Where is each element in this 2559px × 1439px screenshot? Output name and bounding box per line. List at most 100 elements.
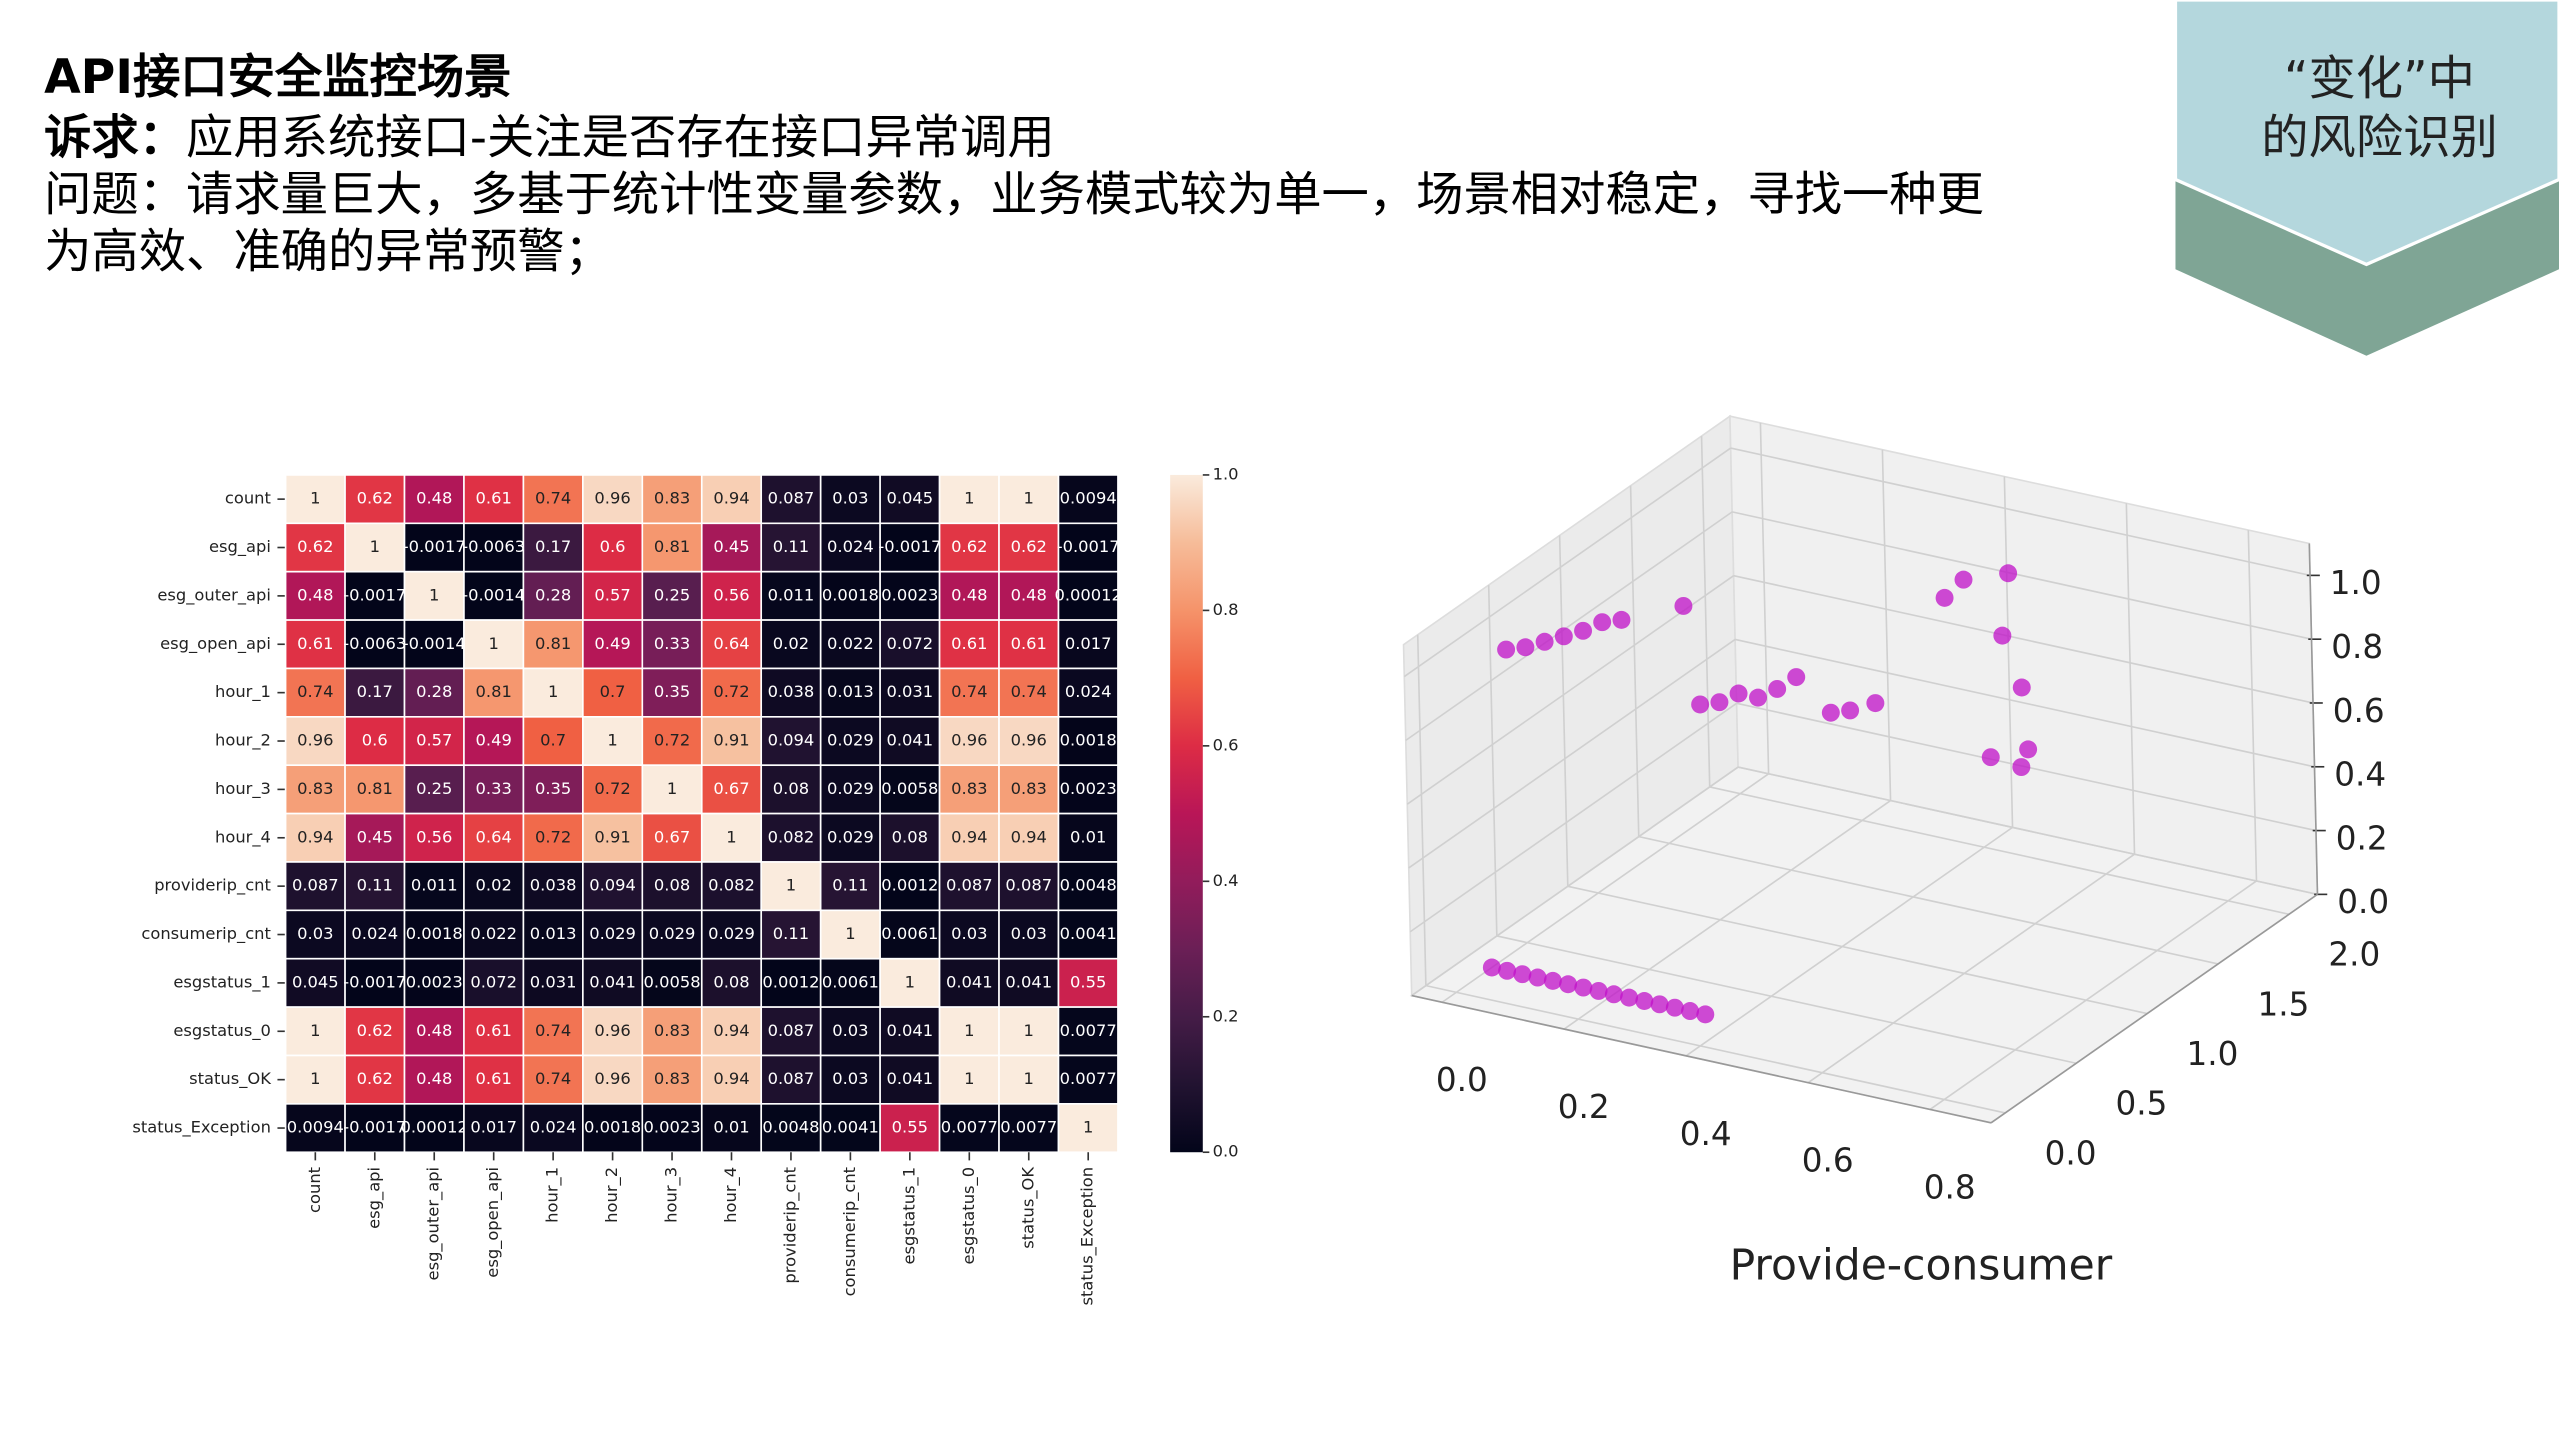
cell-label: 0.087	[768, 1069, 815, 1088]
column-label: hour_2	[602, 1167, 622, 1223]
grid-line	[1709, 786, 2290, 916]
cell	[819, 667, 881, 718]
cell	[284, 909, 346, 960]
cell-label: 0.0023	[1060, 779, 1117, 798]
cell-label: 1	[964, 1021, 974, 1040]
cell	[284, 1103, 346, 1154]
cell	[1057, 667, 1119, 718]
cell	[284, 716, 346, 767]
cell	[819, 474, 881, 525]
cell-label: 0.01	[1070, 827, 1106, 846]
cell-label: 0.041	[886, 1069, 933, 1088]
colorbar-tick-label: 0.8	[1213, 600, 1239, 619]
z-tick-label: 0.2	[2336, 819, 2388, 857]
grid-line	[1733, 574, 2314, 704]
cell-label: 1	[726, 827, 736, 846]
grid-line	[1558, 535, 1569, 887]
cell-label: 0.11	[773, 537, 809, 556]
point	[2019, 740, 2038, 759]
problem: 为高效、准确的异常预警；	[44, 225, 612, 280]
cell-label: 0.017	[470, 1118, 517, 1137]
point	[1604, 985, 1623, 1004]
grid-line	[1730, 447, 2311, 577]
column-label: esg_open_api	[483, 1167, 503, 1278]
cell-label: 1	[905, 972, 915, 991]
cell	[700, 764, 763, 815]
cell-label: 0.48	[1011, 585, 1047, 604]
cell-label: 0.17	[535, 537, 571, 556]
cell-label: 0.83	[654, 489, 690, 508]
cell-label: 0.28	[535, 585, 571, 604]
point	[1482, 958, 1501, 977]
point	[1593, 613, 1612, 632]
cell-label: 0.61	[297, 634, 333, 653]
cell	[463, 1054, 525, 1105]
cell-label: 0.25	[654, 585, 690, 604]
cell-label: 0.02	[773, 634, 809, 653]
cell	[700, 716, 763, 767]
cell-label: 0.029	[827, 731, 874, 750]
row-label: count	[225, 489, 271, 508]
point	[1635, 992, 1654, 1010]
cell-label: 0.67	[713, 779, 749, 798]
cell-label: -0.0017	[343, 1118, 406, 1137]
cell-label: 0.74	[297, 682, 333, 701]
colorbar-tick-label: 0.2	[1213, 1006, 1239, 1025]
cell-label: -0.0014	[462, 585, 525, 604]
cell-label: 0.17	[357, 682, 393, 701]
cell-label: 0.64	[476, 827, 512, 846]
cell-label: 0.0018	[1060, 731, 1117, 750]
cell-label: 0.0061	[822, 972, 879, 991]
row-label: hour_3	[215, 779, 271, 799]
cell	[1057, 764, 1119, 815]
point	[1543, 971, 1562, 990]
cell	[344, 522, 406, 573]
grid-line	[1487, 585, 1498, 936]
cell-label: 0.96	[1011, 731, 1047, 750]
cell-label: 0.03	[832, 1069, 868, 1088]
cell	[1057, 909, 1119, 960]
cell-label: 0.35	[535, 779, 571, 798]
y-tick-label: 1.5	[2257, 985, 2309, 1023]
cell-label: 0.48	[951, 585, 987, 604]
cell-label: 0.0061	[881, 924, 938, 943]
cell-label: 0.62	[1011, 537, 1047, 556]
cell	[760, 909, 822, 960]
row-label: esg_outer_api	[157, 585, 271, 605]
cell-label: 0.62	[357, 489, 393, 508]
cell	[819, 1006, 881, 1057]
cell	[938, 474, 1000, 525]
cell-label: 0.08	[654, 876, 690, 895]
cell-label: 0.0077	[941, 1118, 998, 1137]
colorbar-tick-label: 0.4	[1213, 871, 1239, 890]
cell	[463, 1006, 525, 1057]
cell-label: 0.024	[1065, 682, 1112, 701]
cell-label: 0.0018	[406, 924, 463, 943]
grid-line	[1734, 638, 2315, 768]
cell-label: 1	[964, 1069, 974, 1088]
cell-label: 0.045	[886, 489, 933, 508]
cell-label: 0.087	[292, 876, 339, 895]
point	[1574, 978, 1593, 997]
row-label: hour_1	[215, 682, 271, 702]
y-tick-label: 1.0	[2186, 1035, 2238, 1073]
point	[1729, 684, 1748, 703]
demand-text: 应用系统接口-关注是否存在接口异常调用	[186, 110, 1055, 165]
grid-line	[1403, 447, 1732, 678]
cell	[700, 1006, 763, 1057]
point	[1516, 638, 1535, 657]
cell-label: 0.81	[535, 634, 571, 653]
cell-label: 0.83	[951, 779, 987, 798]
cell	[700, 812, 763, 863]
cell	[582, 1054, 644, 1105]
z-tick-label: 0.0	[2337, 883, 2389, 921]
cell-label: 0.0048	[1060, 876, 1117, 895]
cell-label: 0.64	[713, 634, 749, 653]
cell	[819, 957, 881, 1008]
cell-label: 0.0041	[822, 1118, 879, 1137]
cell-label: 0.74	[535, 489, 571, 508]
cell-label: 0.62	[357, 1021, 393, 1040]
cell	[641, 1103, 703, 1154]
cell-label: -0.0063	[343, 634, 406, 653]
cell-label: 0.83	[654, 1021, 690, 1040]
